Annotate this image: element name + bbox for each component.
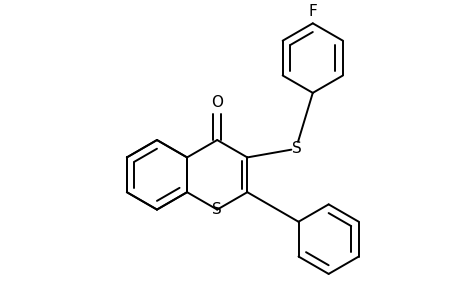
Text: F: F (308, 4, 316, 19)
Text: S: S (212, 202, 222, 217)
Text: O: O (211, 95, 223, 110)
Text: S: S (291, 141, 301, 156)
